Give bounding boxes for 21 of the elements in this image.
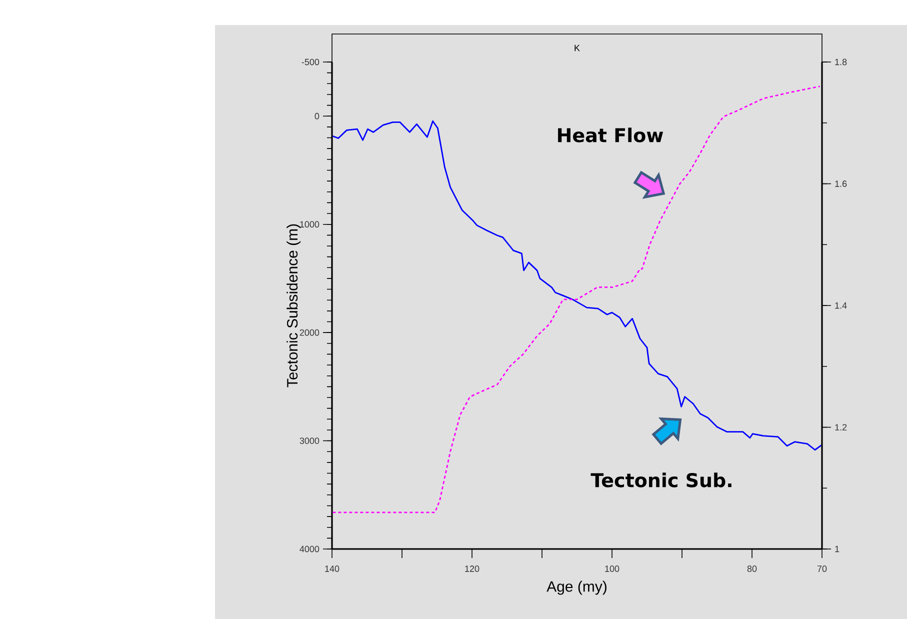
y2-tick-label: 1.2 [835,424,847,430]
series-label: Heat Flow [558,128,664,142]
y-tick-label: 4000 [300,546,320,552]
x-tick-label: 120 [465,566,480,572]
y2-tick-label: 1.4 [835,302,847,309]
x-tick-label: 80 [747,566,757,572]
y-tick-label: -500 [302,58,320,66]
y2-tick-label: 1.6 [835,180,847,187]
y-tick-label: 1000 [300,221,320,228]
y2-tick-label: 1.8 [835,58,847,66]
text: Tectonic Sub. [590,472,732,488]
y-axis-title: Tectonic Subsidence (m) [286,224,301,388]
y2-tick-label: 1 [835,546,840,552]
x-tick-label: 100 [605,566,620,572]
x-axis-title: Age (my) [546,580,606,595]
y-tick-label: 2000 [300,329,320,336]
x-tick-label: 70 [817,566,827,572]
x-tick-label: 140 [325,566,340,572]
y-tick-label: 3000 [300,438,320,444]
text: K [574,44,580,52]
y-tick-label: 0 [314,112,320,120]
